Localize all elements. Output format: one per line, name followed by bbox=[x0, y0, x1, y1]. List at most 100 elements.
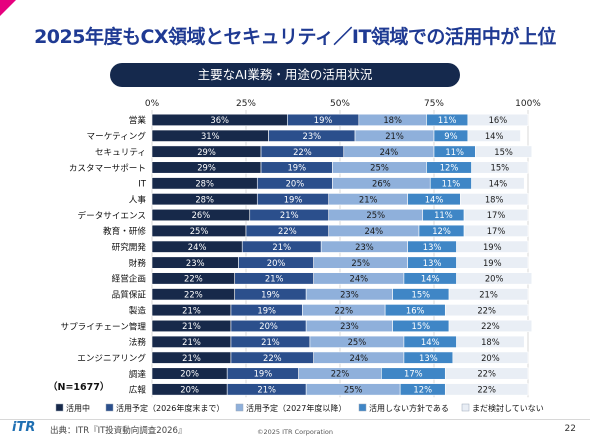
data-label: 23% bbox=[186, 258, 205, 268]
data-label: 20% bbox=[286, 179, 305, 189]
category-label: 製造 bbox=[129, 304, 147, 316]
data-label: 28% bbox=[195, 179, 214, 189]
data-label: 22% bbox=[293, 147, 312, 157]
x-tick-label: 25% bbox=[236, 99, 256, 109]
data-label: 14% bbox=[421, 337, 440, 347]
data-label: 23% bbox=[340, 321, 359, 331]
bar-segment bbox=[448, 288, 529, 301]
bar-segment bbox=[463, 224, 529, 237]
data-label: 23% bbox=[302, 131, 321, 141]
data-label: 22% bbox=[331, 369, 350, 379]
category-label: セキュリティ bbox=[95, 147, 146, 158]
data-label: 24% bbox=[349, 274, 368, 284]
bar-segment bbox=[460, 193, 529, 206]
data-label: 22% bbox=[278, 226, 297, 236]
data-label: 16% bbox=[406, 305, 425, 315]
data-label: 12% bbox=[440, 163, 459, 173]
data-label: 14% bbox=[485, 131, 504, 141]
legend-label: 活用予定（2027年度以降） bbox=[246, 403, 346, 413]
bar-segment bbox=[448, 319, 533, 333]
data-label: 15% bbox=[412, 289, 431, 299]
category-label: 財務 bbox=[129, 257, 147, 269]
data-label: 23% bbox=[340, 289, 359, 299]
chart-subtitle: 主要なAI業務・用途の活用状況 bbox=[110, 63, 460, 87]
data-label: 36% bbox=[210, 115, 229, 125]
data-label: 25% bbox=[366, 210, 385, 220]
corner-accent-triangle bbox=[0, 0, 16, 16]
data-label: 22% bbox=[477, 305, 496, 315]
category-label: 研究開発 bbox=[112, 241, 147, 253]
bar-segment bbox=[467, 113, 529, 126]
data-label: 26% bbox=[372, 179, 391, 189]
data-label: 11% bbox=[434, 210, 453, 220]
data-label: 29% bbox=[197, 147, 216, 157]
bar-segment bbox=[444, 383, 529, 396]
bar-segment bbox=[467, 129, 521, 142]
data-label: 9% bbox=[444, 131, 457, 141]
data-label: 24% bbox=[349, 353, 368, 363]
data-label: 18% bbox=[485, 194, 504, 204]
legend-swatch bbox=[235, 403, 244, 412]
category-label: 教育・研修 bbox=[103, 225, 146, 237]
bar-segment bbox=[471, 177, 525, 190]
data-label: 19% bbox=[483, 242, 502, 252]
data-label: 12% bbox=[432, 226, 451, 236]
bar-segment bbox=[452, 351, 529, 364]
data-label: 24% bbox=[380, 147, 399, 157]
data-label: 31% bbox=[201, 131, 220, 141]
data-label: 25% bbox=[348, 337, 367, 347]
data-label: 20% bbox=[485, 274, 504, 284]
data-label: 15% bbox=[412, 321, 431, 331]
data-label: 23% bbox=[355, 242, 374, 252]
data-label: 21% bbox=[261, 337, 280, 347]
data-label: 25% bbox=[190, 226, 209, 236]
data-label: 24% bbox=[188, 242, 207, 252]
data-label: 11% bbox=[438, 115, 457, 125]
category-label: マーケティング bbox=[87, 130, 147, 142]
data-label: 21% bbox=[182, 353, 201, 363]
data-label: 13% bbox=[423, 242, 442, 252]
data-label: 21% bbox=[265, 274, 284, 284]
data-label: 20% bbox=[180, 385, 199, 395]
data-label: 11% bbox=[445, 147, 464, 157]
data-label: 19% bbox=[483, 258, 502, 268]
legend-label: 活用中 bbox=[66, 403, 90, 413]
legend-label: 活用しない方針である bbox=[369, 403, 449, 413]
x-tick-label: 0% bbox=[145, 99, 160, 109]
data-label: 21% bbox=[182, 321, 201, 331]
data-label: 11% bbox=[442, 179, 461, 189]
data-label: 14% bbox=[489, 179, 508, 189]
data-label: 21% bbox=[280, 210, 299, 220]
bar-segment bbox=[444, 367, 529, 380]
category-label: 法務 bbox=[129, 336, 147, 348]
data-label: 22% bbox=[263, 353, 282, 363]
category-label: IT bbox=[138, 180, 147, 190]
data-label: 22% bbox=[334, 305, 353, 315]
data-label: 17% bbox=[404, 369, 423, 379]
category-label: 営業 bbox=[129, 114, 147, 126]
data-label: 13% bbox=[419, 353, 438, 363]
data-label: 16% bbox=[489, 115, 508, 125]
data-label: 21% bbox=[257, 385, 276, 395]
data-label: 13% bbox=[423, 258, 442, 268]
data-label: 17% bbox=[487, 210, 506, 220]
data-label: 20% bbox=[259, 321, 278, 331]
data-label: 29% bbox=[197, 163, 216, 173]
itr-logo: iTR bbox=[12, 420, 36, 435]
data-label: 18% bbox=[481, 337, 500, 347]
data-label: 25% bbox=[351, 258, 370, 268]
data-label: 20% bbox=[481, 353, 500, 363]
source-note: 出典：ITR『IT投資動向調査2026』 bbox=[50, 426, 187, 436]
x-tick-label: 75% bbox=[424, 99, 444, 109]
data-label: 22% bbox=[477, 385, 496, 395]
data-label: 22% bbox=[477, 369, 496, 379]
data-label: 17% bbox=[487, 226, 506, 236]
legend-swatch bbox=[461, 403, 470, 412]
legend-label: まだ検討していない bbox=[472, 403, 544, 413]
category-label: 品質保証 bbox=[112, 289, 147, 301]
data-label: 21% bbox=[479, 289, 498, 299]
category-label: カスタマーサポート bbox=[69, 163, 146, 174]
data-label: 21% bbox=[182, 337, 201, 347]
data-label: 28% bbox=[195, 194, 214, 204]
data-label: 21% bbox=[272, 242, 291, 252]
